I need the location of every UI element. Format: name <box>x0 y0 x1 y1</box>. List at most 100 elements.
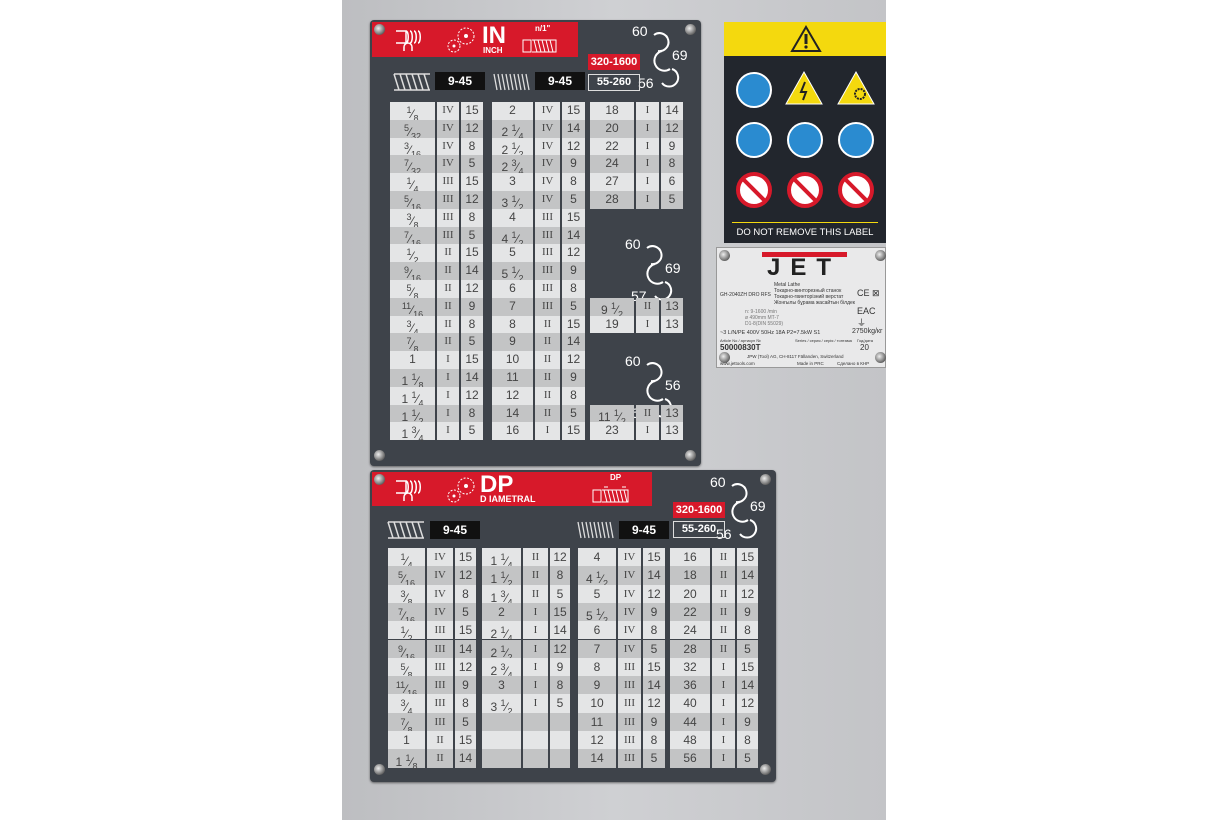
feed-lever-cell: 14 <box>737 566 758 585</box>
thread-size-cell: 1 <box>390 351 435 369</box>
gear-lever-cell: I <box>437 369 459 387</box>
gear-lever-cell: I <box>712 676 735 695</box>
gear-lever-cell <box>523 712 548 731</box>
thread-size-cell: 4 <box>492 208 533 227</box>
screw <box>719 352 730 363</box>
gear-lever-cell: I <box>535 422 560 441</box>
feed-lever-cell: 12 <box>562 137 585 156</box>
gear-lever-cell: IV <box>437 119 459 138</box>
feed-lever-cell: 13 <box>661 422 683 441</box>
feed-lever-cell: 8 <box>661 155 683 174</box>
thread-pitch-icon <box>522 39 557 53</box>
thread-size-cell: 2 1⁄4 <box>492 119 533 141</box>
feed-lever-cell: 9 <box>455 676 476 695</box>
feed-lever-cell: 5 <box>461 422 483 441</box>
gear-lever-cell: I <box>523 657 548 677</box>
thread-size-cell: 1 1⁄8 <box>388 749 425 772</box>
series-label: Series / серия / серія / топтама <box>795 338 852 343</box>
gear-lever-cell: II <box>712 584 735 603</box>
power-spec: ~3 L/N/PE 400V 50Hz 18A P2=7.5kW S1 <box>720 330 821 336</box>
gear-lever-cell: IV <box>535 191 560 209</box>
inch-thread-table: 1⁄8 IV 15 5⁄32 IV 12 3⁄16 IV 8 7⁄32 IV 5 1⁄4 III 15 5⁄1… <box>390 102 686 458</box>
gear-lever-cell: II <box>535 404 560 423</box>
thread-size-cell <box>482 712 521 731</box>
thread-size-cell: 3 1⁄2 <box>482 694 521 717</box>
feed-lever-cell: 12 <box>643 584 665 603</box>
thread-size-cell: 22 <box>590 137 634 156</box>
feed-lever-cell: 13 <box>661 404 683 423</box>
thread-size-cell: 7⁄8 <box>388 712 425 735</box>
gear-lever-cell: III <box>618 657 641 677</box>
gear-lever-cell: IV <box>535 119 560 138</box>
weight: 2750kg/кг <box>852 328 883 335</box>
dp-thread-plate: DP D IAMETRAL DP 60 69 56 9-45 9-45 320-16… <box>370 470 776 782</box>
desc: Metal Lathe <box>774 282 801 288</box>
speed-range-high: 320-1600 <box>588 54 640 70</box>
gear-lever-cell: I <box>523 621 548 640</box>
thread-size-cell: 14 <box>492 404 533 423</box>
feed-lever-cell: 14 <box>562 226 585 245</box>
thread-size-cell: 2 <box>492 102 533 120</box>
feed-range-mid: 9-45 <box>535 72 585 90</box>
safety-warning-label: DO NOT REMOVE THIS LABEL <box>724 22 886 243</box>
feed-lever-cell: 8 <box>461 315 483 334</box>
feed-range-left: 9-45 <box>430 521 480 539</box>
no-liquids-icon <box>787 172 823 208</box>
feed-lever-cell: 5 <box>643 749 665 768</box>
gear-lever-cell: III <box>535 244 560 263</box>
coarse-thread-icon <box>393 73 430 91</box>
no-gloves-icon <box>838 172 874 208</box>
gear-lever-cell: II <box>437 315 459 334</box>
jet-nameplate: JET GH-2040ZH DRO RFS Metal Lathe Токарн… <box>716 247 886 368</box>
feed-lever-cell: 12 <box>643 694 665 713</box>
feed-lever-cell: 14 <box>562 333 585 352</box>
disconnect-before-service-icon <box>838 122 874 158</box>
feed-lever-cell: 15 <box>550 602 570 622</box>
feed-lever-cell: 13 <box>661 315 683 334</box>
feed-lever-cell <box>550 749 570 768</box>
maker: JPW (Tool) AG, CH-8117 Fällanden, Switze… <box>747 354 844 359</box>
thread-size-cell: 5⁄16 <box>390 191 435 212</box>
gear-lever-cell: II <box>523 566 548 585</box>
thread-size-cell: 1 1⁄2 <box>482 566 521 589</box>
thread-size-cell: 24 <box>590 155 634 174</box>
thread-size-cell: 11⁄16 <box>390 297 435 319</box>
thread-size-cell: 22 <box>670 602 710 622</box>
gear-lever-cell: I <box>437 404 459 423</box>
gear-lever-cell: I <box>523 676 548 695</box>
thread-size-cell: 28 <box>590 191 634 209</box>
feed-range-mid: 9-45 <box>619 521 669 539</box>
thread-size-cell: 1⁄8 <box>390 102 435 123</box>
feed-lever-cell: 5 <box>661 191 683 209</box>
thread-size-cell: 16 <box>670 548 710 567</box>
gear-lever-cell: II <box>535 315 560 334</box>
thread-size-cell: 1 1⁄8 <box>390 369 435 390</box>
feed-lever-cell: 12 <box>461 119 483 138</box>
thread-size-cell: 6 <box>492 280 533 298</box>
thread-size-cell: 10 <box>578 694 616 713</box>
read-manual-icon <box>736 72 772 108</box>
screw <box>374 474 385 485</box>
article-number: 50000830T <box>720 343 761 352</box>
thread-size-cell: 16 <box>492 422 533 441</box>
gear-teeth-label: 69 <box>665 260 681 276</box>
thread-size-cell: 9 1⁄2 <box>590 297 634 319</box>
gear-lever-cell: II <box>437 297 459 316</box>
thread-size-cell: 3⁄4 <box>390 315 435 337</box>
thread-size-cell: 20 <box>590 119 634 138</box>
feed-lever-cell: 8 <box>562 280 585 298</box>
feed-lever-cell: 15 <box>562 102 585 120</box>
feed-lever-cell: 8 <box>461 404 483 423</box>
thread-size-cell: 10 <box>492 351 533 369</box>
feed-lever-cell: 15 <box>461 102 483 120</box>
protective-clothing-icon <box>787 122 823 158</box>
gear-teeth-label: 60 <box>625 236 641 252</box>
gear-lever-cell: III <box>535 208 560 227</box>
dp-subtitle: D IAMETRAL <box>480 494 536 504</box>
thread-size-cell: 27 <box>590 173 634 191</box>
gear-lever-cell: II <box>535 333 560 352</box>
thread-size-cell: 8 <box>492 315 533 334</box>
feed-lever-cell: 12 <box>661 119 683 138</box>
thread-size-cell: 28 <box>670 639 710 658</box>
feed-lever-cell: 12 <box>550 548 570 567</box>
